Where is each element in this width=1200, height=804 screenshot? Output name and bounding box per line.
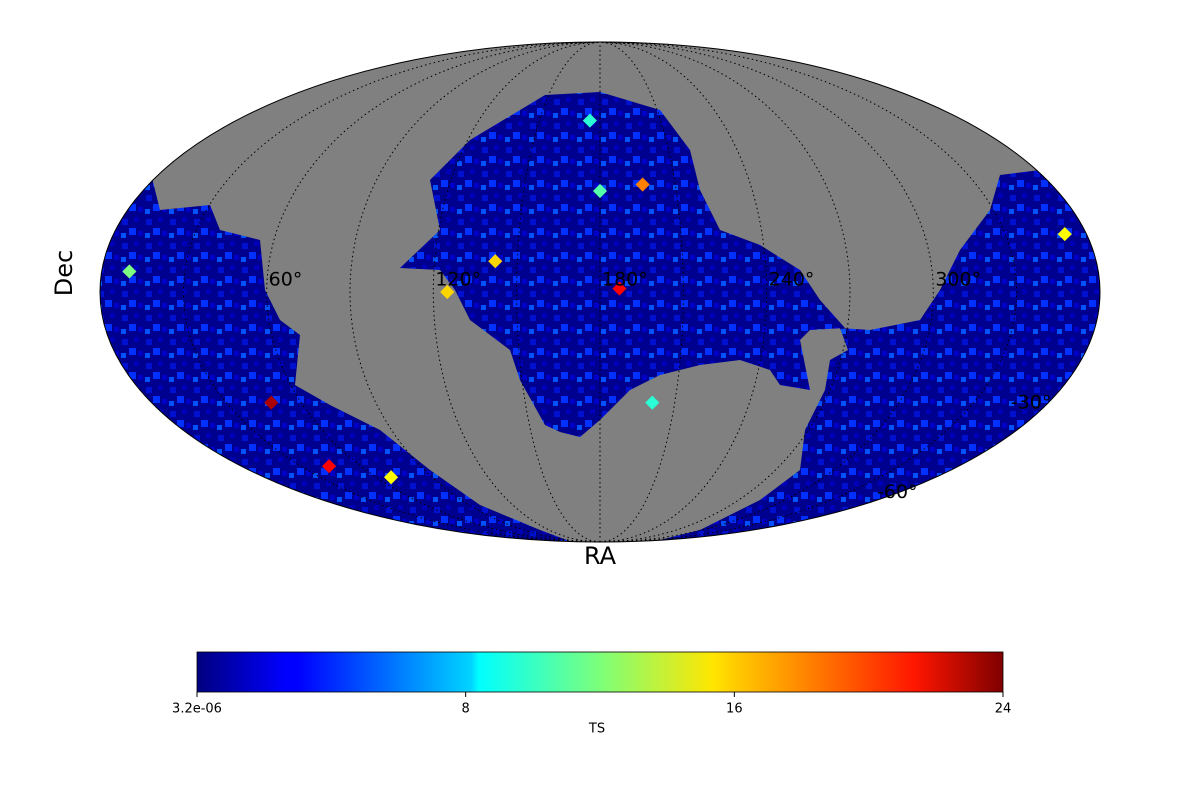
axis-labels: 300° 240° 180° 120° 60° -30° -60° (269, 269, 1052, 504)
colorbar-tick-label: 16 (726, 702, 743, 717)
x-axis-label: RA (584, 542, 617, 570)
grid-line (599, 41, 851, 543)
grid-line (432, 41, 601, 543)
colorbar-tick-label: 3.2e-06 (172, 702, 222, 717)
hotspot (612, 281, 627, 296)
hotspot (635, 177, 650, 192)
hotspot (645, 395, 660, 410)
y-tick-label: -30° (1011, 391, 1052, 413)
colorbar (196, 651, 1004, 693)
hotspot (592, 183, 608, 199)
hotspot (264, 395, 279, 410)
colorbar-label: TS (588, 722, 605, 737)
hotspot (1057, 226, 1072, 242)
hotspots (122, 113, 1072, 485)
hotspot (582, 113, 597, 128)
y-axis-label: Dec (50, 250, 78, 296)
grid-line (349, 41, 601, 543)
footprint-region (400, 92, 845, 437)
colorbar-tick-label: 24 (995, 702, 1012, 717)
hotspot (440, 284, 455, 300)
colorbar-axis: 3.2e-06 8 16 24 (172, 692, 1011, 717)
x-tick-label: 300° (935, 269, 981, 291)
graticule (182, 41, 1018, 543)
sky-border (99, 41, 1101, 543)
grid-line (266, 41, 601, 543)
grid-line (182, 41, 601, 543)
x-tick-label: 60° (269, 269, 303, 291)
x-tick-label: 180° (602, 269, 648, 291)
grid-line (599, 41, 768, 543)
x-tick-label: 120° (435, 269, 481, 291)
hotspot (321, 459, 337, 474)
grid-line (599, 41, 934, 543)
x-tick-label: 240° (769, 269, 815, 291)
hotspot (488, 254, 503, 269)
hotspot (384, 470, 399, 485)
grid-line (599, 41, 1018, 543)
colorbar-tick-label: 8 (462, 702, 470, 717)
y-tick-label: -60° (877, 481, 918, 503)
